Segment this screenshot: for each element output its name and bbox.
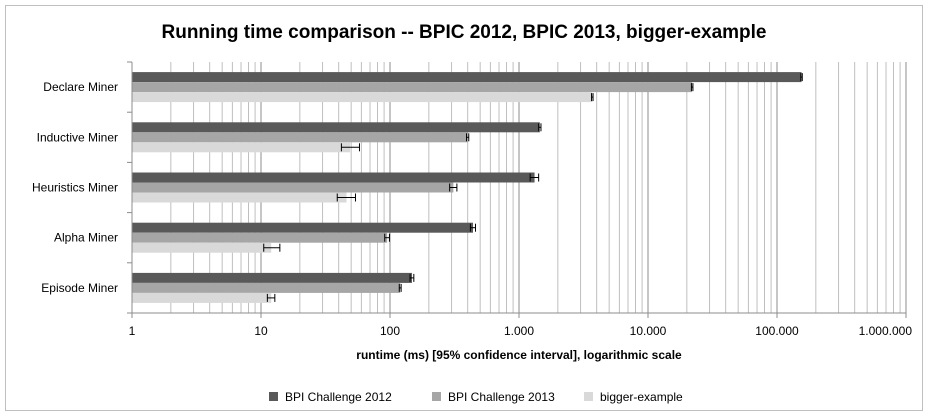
x-tick-label: 1.000.000 (859, 324, 913, 338)
legend-label: BPI Challenge 2012 (285, 390, 392, 404)
bar (132, 192, 347, 203)
category-label: Alpha Miner (54, 231, 118, 245)
bars: Declare Miner Inductive Miner Heuristics M… (32, 72, 803, 303)
bar (132, 142, 351, 153)
bar (132, 222, 474, 233)
legend-swatch (432, 392, 441, 401)
bar (132, 92, 593, 103)
bar (132, 282, 401, 293)
bar (132, 232, 388, 243)
bar (132, 272, 412, 283)
legend: BPI Challenge 2012 BPI Challenge 2013 bigg… (269, 390, 683, 404)
bar (132, 72, 802, 83)
category-label: Episode Miner (41, 281, 118, 295)
bar (132, 172, 535, 183)
axes: 1 10 100 1.000 10.000 100.000 1.000.000 (127, 61, 913, 338)
chart-title: Running time comparison -- BPIC 2012, BP… (162, 22, 767, 43)
x-tick-label: 10 (254, 324, 268, 338)
x-axis-label: runtime (ms) [95% confidence interval], … (356, 348, 682, 362)
category-label: Inductive Miner (37, 130, 118, 144)
legend-label: bigger-example (600, 390, 683, 404)
x-tick-label: 100 (380, 324, 400, 338)
bar (132, 132, 468, 143)
x-tick-label: 1 (129, 324, 136, 338)
x-tick-label: 1.000 (504, 324, 534, 338)
legend-swatch (269, 392, 278, 401)
bar (132, 82, 693, 93)
bar (132, 242, 272, 253)
category-label: Declare Miner (43, 80, 118, 94)
legend-label: BPI Challenge 2013 (448, 390, 555, 404)
bar (132, 292, 272, 303)
bar (132, 122, 540, 133)
bar (132, 182, 454, 193)
x-tick-label: 100.000 (755, 324, 799, 338)
category-label: Heuristics Miner (32, 181, 118, 195)
legend-swatch (584, 392, 593, 401)
x-tick-label: 10.000 (630, 324, 667, 338)
